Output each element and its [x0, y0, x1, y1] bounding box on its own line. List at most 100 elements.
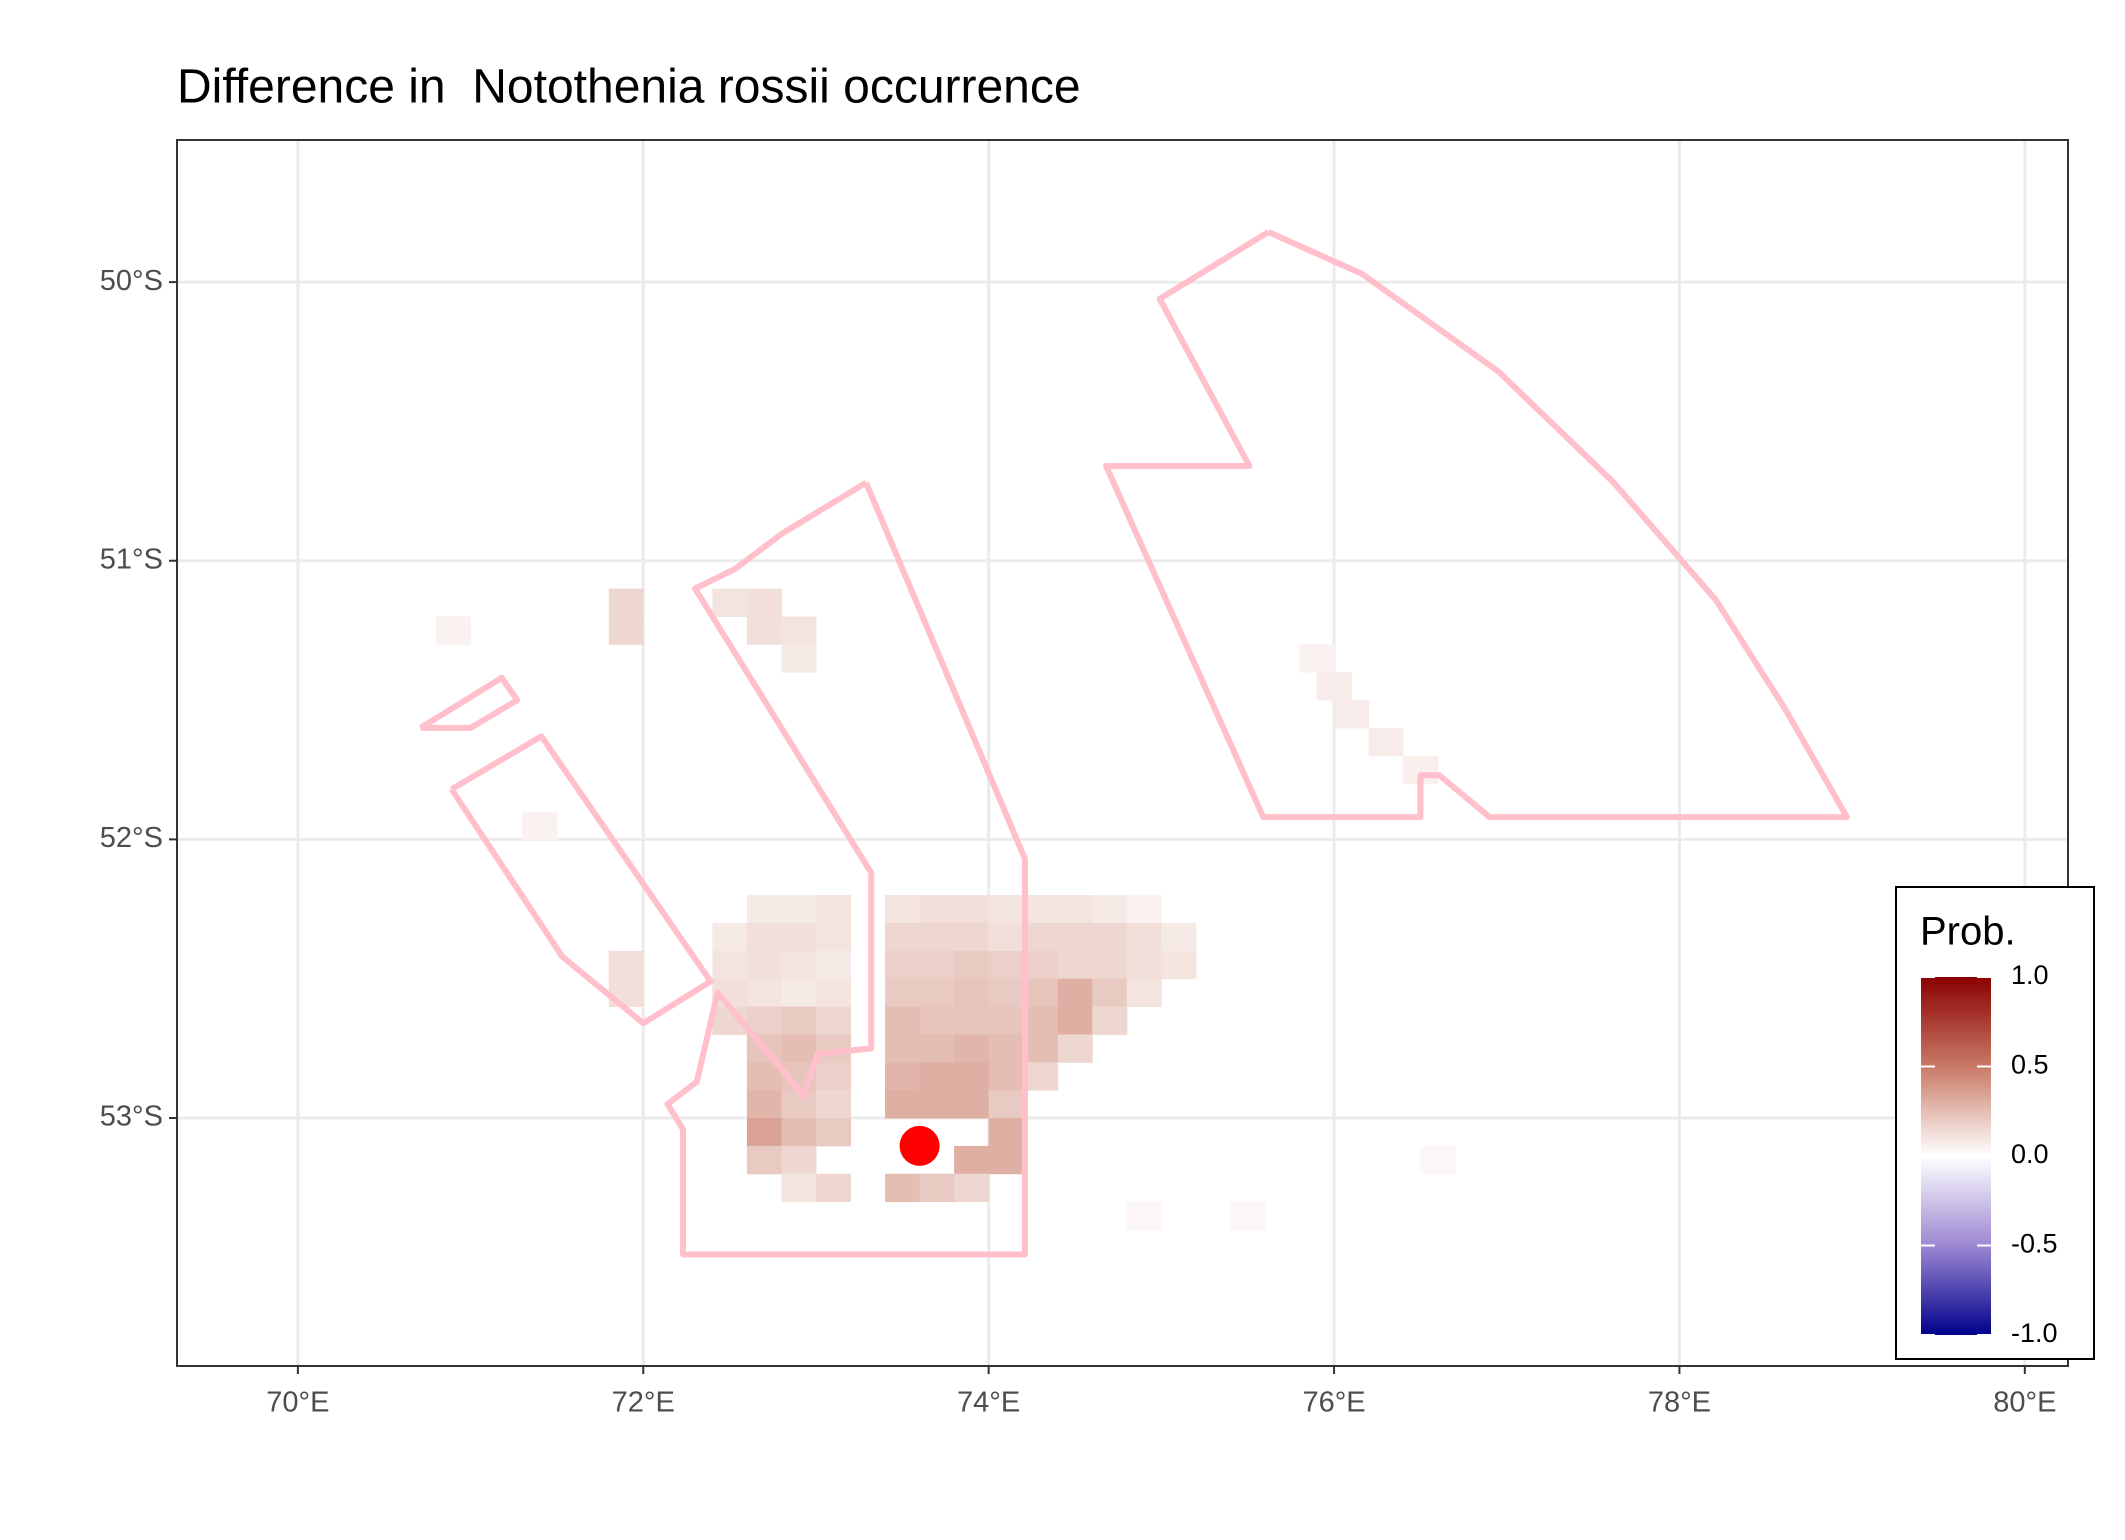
raster-cell	[954, 978, 990, 1008]
raster-cell	[988, 950, 1024, 980]
raster-cell	[746, 922, 782, 952]
legend-tick-label: 1.0	[2011, 960, 2049, 990]
raster-cell	[954, 1090, 990, 1119]
raster-cell	[1092, 895, 1128, 924]
zone-boundary	[449, 733, 714, 1027]
raster-cell	[954, 1173, 990, 1203]
legend-tick-label: 0.0	[2011, 1139, 2049, 1169]
raster-cell	[885, 1173, 921, 1203]
raster-cell	[815, 1118, 852, 1147]
raster-cell	[1126, 950, 1162, 980]
panel-border	[176, 139, 2069, 1367]
raster-cell	[781, 950, 817, 980]
raster-cell	[919, 1062, 955, 1091]
raster-cell	[1057, 922, 1093, 952]
raster-cell	[1057, 1034, 1093, 1063]
raster-cell	[885, 1006, 921, 1035]
raster-cell	[954, 1006, 990, 1035]
raster-cell	[781, 644, 817, 673]
raster-cell	[815, 1062, 852, 1091]
raster-cell	[815, 950, 852, 980]
raster-cell	[1126, 1201, 1162, 1230]
chart-title: Difference in Notothenia rossii occurren…	[177, 61, 1081, 114]
raster-cell	[988, 1090, 1024, 1119]
raster-cell	[988, 1006, 1024, 1035]
raster-cell	[919, 1006, 955, 1035]
raster-cell	[746, 978, 782, 1008]
raster-cell	[885, 950, 921, 980]
raster-cell	[712, 922, 748, 952]
raster-cell	[746, 950, 782, 980]
raster-cell	[1092, 950, 1128, 980]
raster-cell	[954, 895, 990, 924]
raster-cell	[954, 1062, 990, 1091]
x-tick-label: 70°E	[266, 1387, 329, 1419]
raster-cell	[781, 1145, 817, 1175]
raster-cell	[988, 1062, 1024, 1091]
raster-cell	[919, 1173, 955, 1203]
raster-cell	[988, 922, 1024, 952]
raster-cell	[919, 1090, 955, 1119]
raster-cell	[781, 1034, 817, 1063]
y-tick-label: 52°S	[100, 822, 163, 854]
raster-cell	[781, 1006, 817, 1035]
raster-cell	[815, 1173, 852, 1203]
raster-cell	[885, 1090, 921, 1119]
raster-cell	[746, 895, 782, 924]
raster-cell	[1420, 1145, 1456, 1175]
raster-cell	[1092, 922, 1128, 952]
raster-cell	[746, 1118, 782, 1147]
raster-cell	[1126, 922, 1162, 952]
x-tick-label: 76°E	[1302, 1387, 1365, 1419]
raster-cell	[712, 588, 748, 617]
raster-cell	[815, 1090, 852, 1119]
x-tick-label: 78°E	[1648, 1387, 1711, 1419]
raster-cell	[1023, 895, 1059, 924]
raster-cell	[1230, 1201, 1266, 1230]
raster-cell	[988, 1118, 1024, 1147]
raster-cell	[1023, 1062, 1059, 1091]
raster-cell	[885, 922, 921, 952]
raster-cell	[1057, 978, 1093, 1008]
raster-cell	[815, 922, 852, 952]
raster-cell	[988, 1034, 1024, 1063]
raster-cell	[919, 922, 955, 952]
raster-cell	[1057, 950, 1093, 980]
raster-cell	[885, 1062, 921, 1091]
raster-cell	[781, 978, 817, 1008]
raster-cell	[988, 895, 1024, 924]
raster-cell	[781, 1090, 817, 1119]
raster-cell	[781, 922, 817, 952]
raster-cell	[954, 1034, 990, 1063]
raster-cell	[919, 978, 955, 1008]
raster-cell	[815, 895, 852, 924]
raster-cell	[781, 616, 817, 645]
raster-cell	[954, 922, 990, 952]
raster-cell	[1092, 978, 1128, 1008]
location-point	[899, 1125, 940, 1166]
raster-cell	[1023, 1006, 1059, 1035]
zone-boundary	[418, 674, 521, 731]
raster-cell	[885, 1034, 921, 1063]
raster-cell	[1092, 1006, 1128, 1035]
raster-cell	[522, 811, 558, 840]
raster-cell	[1299, 644, 1335, 673]
raster-cell	[1368, 727, 1404, 757]
raster-cell	[436, 616, 472, 645]
zone-boundary	[664, 480, 1028, 1258]
raster-cell	[1126, 978, 1162, 1008]
raster-cell	[885, 978, 921, 1008]
raster-cell	[608, 950, 644, 980]
raster-cell	[954, 1145, 990, 1175]
raster-cell	[781, 1118, 817, 1147]
raster-cell	[1057, 1006, 1093, 1035]
raster-cell	[919, 1034, 955, 1063]
raster-cell	[1161, 950, 1197, 980]
raster-cell	[988, 1145, 1024, 1175]
legend-tick-label: 0.5	[2011, 1050, 2049, 1080]
raster-cell	[608, 588, 644, 617]
raster-cell	[1126, 895, 1162, 924]
raster-cell	[781, 895, 817, 924]
raster-cell	[1023, 922, 1059, 952]
raster-cell	[1023, 950, 1059, 980]
